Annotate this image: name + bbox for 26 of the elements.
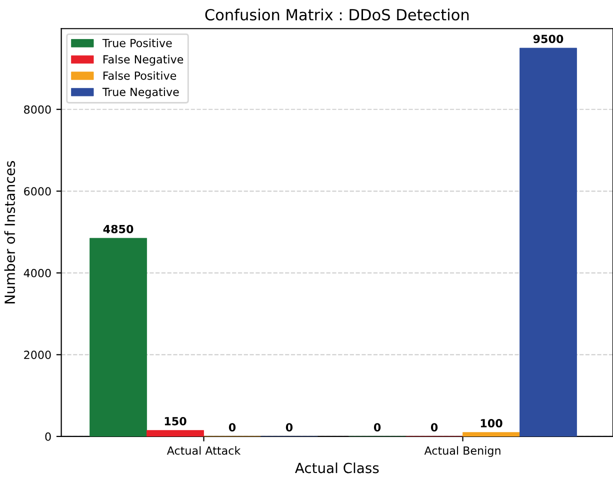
y-tick-label: 6000 xyxy=(24,187,51,196)
chart-title: Confusion Matrix : DDoS Detection xyxy=(205,8,469,21)
data-label: 4850 xyxy=(103,224,134,234)
y-tick-label: 2000 xyxy=(24,350,51,360)
data-label: 150 xyxy=(164,416,186,426)
x-axis-title: Actual Class xyxy=(295,462,379,474)
y-axis-title: Number of Instances xyxy=(4,161,16,304)
bar xyxy=(90,238,147,436)
legend-label: True Negative xyxy=(102,88,179,98)
y-tick-label: 4000 xyxy=(24,268,51,278)
data-label: 0 xyxy=(286,423,293,432)
x-tick-label: Actual Attack xyxy=(166,446,241,455)
data-label: 0 xyxy=(228,423,236,432)
legend-label: False Positive xyxy=(104,71,176,80)
legend-label: True Positive xyxy=(102,38,172,48)
legend-label: False Negative xyxy=(104,54,184,66)
y-tick-label: 0 xyxy=(45,432,51,441)
y-tick-label: 8000 xyxy=(24,105,51,114)
x-tick-label: Actual Benign xyxy=(424,446,500,457)
bar xyxy=(462,432,520,436)
data-label: 0 xyxy=(430,423,438,432)
data-label: 100 xyxy=(480,419,502,428)
data-label: 9500 xyxy=(533,34,564,44)
bar xyxy=(146,430,204,436)
data-label: 0 xyxy=(374,423,381,432)
bar xyxy=(520,48,577,436)
